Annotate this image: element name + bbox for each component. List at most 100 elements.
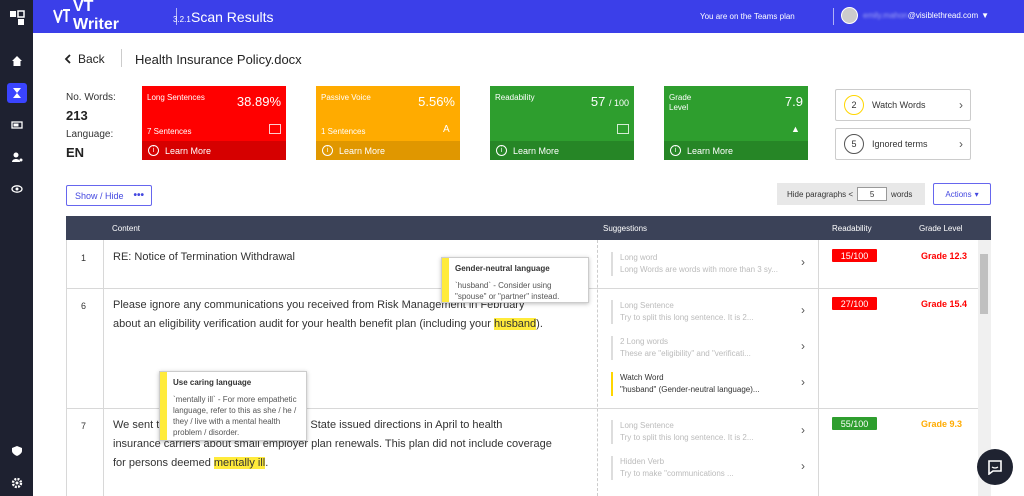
divider <box>103 240 104 496</box>
show-hide-label: Show / Hide <box>75 190 124 201</box>
long-text-icon <box>269 124 281 134</box>
more-dots-icon: ••• <box>133 190 145 201</box>
watch-words-label: Watch Words <box>872 100 926 110</box>
col-grade-level[interactable]: Grade Level <box>919 224 963 233</box>
suggestion-title: Long word <box>620 253 658 262</box>
user-domain: @visiblethread.com <box>907 11 979 20</box>
col-content[interactable]: Content <box>112 224 141 233</box>
readability-badge: 27/100 <box>832 297 877 310</box>
learn-more-label: Learn More <box>165 145 212 156</box>
chevron-down-icon: ▼ <box>981 11 990 20</box>
brand[interactable]: VT Writer VT Writer 3.2.1 <box>53 0 191 33</box>
logo-icon[interactable] <box>7 8 27 28</box>
paragraph-text[interactable]: We sent th State issued directions in Apr… <box>113 416 553 473</box>
show-hide-button[interactable]: Show / Hide ••• <box>66 185 152 206</box>
tooltip-body: `mentally ill` - For more empathetic lan… <box>173 395 297 437</box>
chevron-right-icon: › <box>801 423 805 437</box>
hide-paragraphs-input[interactable]: 5 <box>857 187 888 201</box>
learn-more-button[interactable]: i Learn More <box>142 141 286 160</box>
actions-label: Actions <box>945 189 972 199</box>
highlighted-word[interactable]: husband <box>493 318 537 330</box>
metric-grade-level[interactable]: Grade Level 7.9 ▲ i Learn More <box>664 86 808 160</box>
suggestion-item[interactable]: Long word Long Words are words with more… <box>611 252 809 276</box>
learn-more-label: Learn More <box>339 145 386 156</box>
paragraph-text[interactable]: RE: Notice of Termination Withdrawal <box>113 251 295 263</box>
metric-readability[interactable]: Readability 57 / 100 i Learn More <box>490 86 634 160</box>
metric-value: 7.9 <box>784 94 803 109</box>
chevron-right-icon: › <box>959 98 963 112</box>
suggestion-item[interactable]: Long Sentence Try to split this long sen… <box>611 300 809 324</box>
metric-long-sentences[interactable]: Long Sentences 38.89% 7 Sentences i Lear… <box>142 86 286 160</box>
app-version: 3.2.1 <box>173 15 191 24</box>
paragraph-text[interactable]: Please ignore any communications you rec… <box>113 296 553 334</box>
page-section: Scan Results <box>191 9 274 25</box>
chat-button[interactable] <box>977 449 1013 485</box>
metric-label: Passive Voice <box>321 93 371 102</box>
top-bar: VT Writer VT Writer 3.2.1 Scan Results Y… <box>33 0 1024 33</box>
suggestion-text: Try to split this long sentence. It is 2… <box>620 313 754 322</box>
tooltip-title: Gender-neutral language <box>455 264 550 273</box>
info-icon: i <box>496 145 507 156</box>
learn-more-label: Learn More <box>513 145 560 156</box>
readability-badge: 15/100 <box>832 249 877 262</box>
app-name-visible: VT Writer <box>73 0 119 33</box>
tooltip-accent <box>160 372 167 440</box>
suggestion-item[interactable]: Hidden Verb Try to make "communications … <box>611 456 809 480</box>
row-number: 1 <box>81 253 87 263</box>
hide-paragraphs-unit: words <box>891 189 913 199</box>
ignored-terms-count: 5 <box>844 134 864 154</box>
row-number: 6 <box>81 301 87 311</box>
table-header: Content Suggestions Readability Grade Le… <box>66 216 991 240</box>
info-icon: i <box>322 145 333 156</box>
avatar[interactable] <box>841 7 858 24</box>
suggestion-item[interactable]: Long Sentence Try to split this long sen… <box>611 420 809 444</box>
metric-label: Grade Level <box>669 93 692 112</box>
suggestion-text: Long Words are words with more than 3 sy… <box>620 265 778 274</box>
watch-words-card[interactable]: 2 Watch Words › <box>835 89 971 121</box>
divider <box>818 240 819 496</box>
eye-icon[interactable] <box>7 179 27 199</box>
actions-button[interactable]: Actions ▾ <box>933 183 991 205</box>
chevron-left-icon <box>64 54 71 64</box>
suggestion-item[interactable]: 2 Long words These are "eligibility" and… <box>611 336 809 360</box>
grade-level: Grade 15.4 <box>921 299 968 309</box>
words-label: No. Words: <box>66 92 116 103</box>
watch-words-count: 2 <box>844 95 864 115</box>
highlighted-word[interactable]: mentally ill <box>213 457 266 469</box>
learn-more-button[interactable]: i Learn More <box>316 141 460 160</box>
chevron-right-icon: › <box>801 255 805 269</box>
col-readability[interactable]: Readability <box>832 224 872 233</box>
shield-icon[interactable] <box>7 441 27 461</box>
gear-icon[interactable] <box>7 473 27 493</box>
col-suggestions[interactable]: Suggestions <box>603 224 648 233</box>
home-icon[interactable] <box>7 51 27 71</box>
ignored-terms-card[interactable]: 5 Ignored terms › <box>835 128 971 160</box>
info-icon: i <box>148 145 159 156</box>
divider <box>121 49 122 67</box>
chevron-right-icon: › <box>959 137 963 151</box>
gender-neutral-tooltip: Gender-neutral language `husband` - Cons… <box>441 257 589 303</box>
battery-icon[interactable] <box>7 115 27 135</box>
learn-more-button[interactable]: i Learn More <box>490 141 634 160</box>
back-button[interactable]: Back <box>64 52 105 66</box>
info-icon: i <box>670 145 681 156</box>
learn-more-button[interactable]: i Learn More <box>664 141 808 160</box>
metric-sub: 7 Sentences <box>147 127 192 136</box>
readability-badge: 55/100 <box>832 417 877 430</box>
hourglass-icon[interactable] <box>7 83 27 103</box>
user-name: emily.mahon <box>863 11 908 20</box>
user-menu[interactable]: emily.mahon @visiblethread.com ▼ <box>863 11 989 20</box>
scrollbar-thumb[interactable] <box>980 254 988 314</box>
ignored-terms-label: Ignored terms <box>872 139 928 149</box>
metric-value: 5.56% <box>418 94 455 109</box>
metric-label: Readability <box>495 93 535 102</box>
plan-label: You are on the Teams plan <box>700 12 795 21</box>
suggestion-title: Hidden Verb <box>620 457 665 466</box>
document-stats: No. Words: 213 Language: EN <box>66 93 116 167</box>
suggestion-item[interactable]: Watch Word "husband" (Gender-neutral lan… <box>611 372 809 396</box>
user-settings-icon[interactable] <box>7 147 27 167</box>
caret-down-icon: ▾ <box>974 189 979 199</box>
scrollbar[interactable] <box>978 240 991 496</box>
metric-value: 57 / 100 <box>591 94 629 109</box>
metric-passive-voice[interactable]: Passive Voice 5.56% 1 Sentences A i Lear… <box>316 86 460 160</box>
